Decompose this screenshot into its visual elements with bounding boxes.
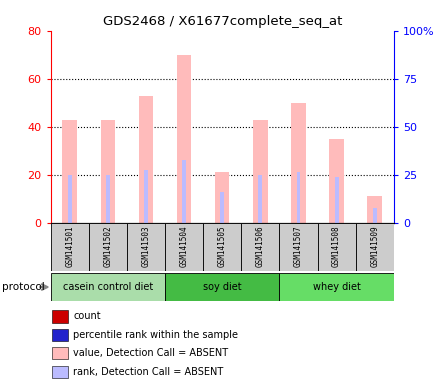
Bar [356,223,394,271]
Bar [335,177,338,223]
Text: GSM141503: GSM141503 [141,225,150,267]
Bar [330,139,344,223]
Bar [52,366,68,378]
Bar [215,172,229,223]
Bar [297,172,301,223]
Bar [144,170,148,223]
Bar [101,119,115,223]
Bar [139,96,153,223]
Text: GSM141509: GSM141509 [370,225,379,267]
Bar [89,223,127,271]
Bar [51,273,165,301]
Bar [220,192,224,223]
Text: protocol: protocol [2,282,45,292]
Bar [165,273,279,301]
Bar [177,55,191,223]
Bar [52,310,68,323]
Bar [182,161,186,223]
Bar [258,175,262,223]
Text: casein control diet: casein control diet [62,282,153,292]
Text: GSM141504: GSM141504 [180,225,189,267]
Text: rank, Detection Call = ABSENT: rank, Detection Call = ABSENT [73,367,223,377]
Bar [253,119,268,223]
Text: GSM141505: GSM141505 [218,225,227,267]
Text: GSM141508: GSM141508 [332,225,341,267]
Text: count: count [73,311,101,321]
Bar [373,208,377,223]
Text: GSM141506: GSM141506 [256,225,265,267]
Bar [279,273,394,301]
Text: GSM141502: GSM141502 [103,225,112,267]
Bar [62,119,77,223]
Bar [291,103,306,223]
Text: soy diet: soy diet [203,282,242,292]
Bar [51,223,89,271]
Bar [318,223,356,271]
Bar [165,223,203,271]
Bar [52,329,68,341]
Bar [203,223,241,271]
Bar [52,347,68,359]
Text: percentile rank within the sample: percentile rank within the sample [73,330,238,340]
Bar [367,196,382,223]
Text: GSM141507: GSM141507 [294,225,303,267]
Title: GDS2468 / X61677complete_seq_at: GDS2468 / X61677complete_seq_at [103,15,342,28]
Bar [241,223,279,271]
Text: value, Detection Call = ABSENT: value, Detection Call = ABSENT [73,348,228,358]
Text: whey diet: whey diet [313,282,360,292]
Text: GSM141501: GSM141501 [65,225,74,267]
Bar [127,223,165,271]
Bar [68,175,72,223]
Bar [279,223,318,271]
Bar [106,175,110,223]
